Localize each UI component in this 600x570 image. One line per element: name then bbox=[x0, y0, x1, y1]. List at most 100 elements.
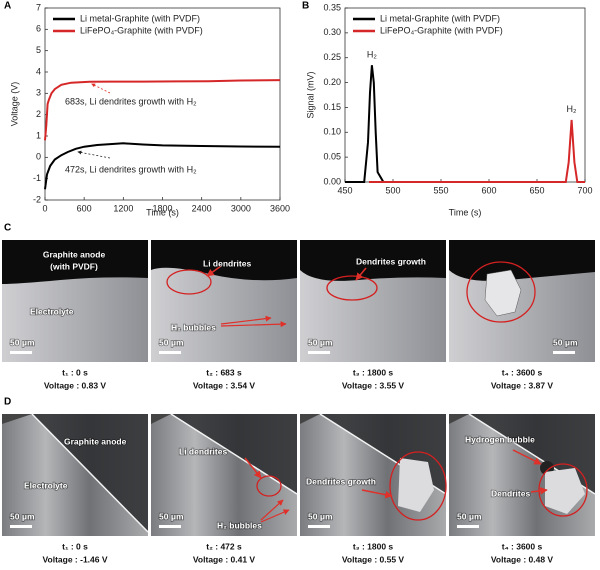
data-line bbox=[345, 65, 393, 183]
highlight bbox=[538, 463, 588, 517]
image-label: Electrolyte bbox=[30, 306, 74, 316]
anode-shadow bbox=[449, 414, 469, 424]
anode-edge bbox=[170, 413, 298, 495]
scale-bar-label: 50 μm bbox=[159, 511, 184, 521]
y-tick-label: 0 bbox=[36, 152, 41, 162]
pointer bbox=[220, 321, 287, 328]
micrograph: 50 μm bbox=[449, 240, 595, 362]
micrograph: Graphite anode (with PVDF) Electrolyte 50 μ… bbox=[2, 240, 148, 362]
pointer bbox=[355, 267, 367, 281]
image-label: H₂ bubbles bbox=[217, 520, 262, 530]
scale-bar-label: 50 μm bbox=[457, 511, 482, 521]
image-label: Electrolyte bbox=[24, 480, 68, 490]
caption-time: t₃ : 1800 s bbox=[353, 367, 394, 377]
scale-bar bbox=[457, 525, 479, 528]
x-tick-label: 1200 bbox=[113, 203, 133, 213]
x-tick-label: 600 bbox=[77, 203, 92, 213]
scale-bar-label: 50 μm bbox=[553, 337, 578, 347]
scale-bar-label: 50 μm bbox=[10, 337, 35, 347]
pointer bbox=[244, 457, 262, 479]
data-line bbox=[44, 79, 281, 141]
x-tick-label: 2400 bbox=[192, 203, 212, 213]
y-tick-label: 0.00 bbox=[323, 176, 341, 186]
x-tick-label: 700 bbox=[577, 185, 592, 195]
y-tick-label: -2 bbox=[33, 194, 41, 204]
scale-bar bbox=[10, 351, 32, 354]
y-tick-label: 3 bbox=[36, 88, 41, 98]
annotation: H₂ bbox=[367, 50, 377, 60]
caption-time: t₂ : 683 s bbox=[206, 367, 242, 377]
y-tick-label: 0.10 bbox=[323, 127, 341, 137]
anode-edge bbox=[31, 413, 149, 533]
panel-letter: A bbox=[4, 1, 11, 12]
scale-bar bbox=[159, 351, 181, 354]
scale-bar-label: 50 μm bbox=[10, 511, 35, 521]
y-tick-label: 0.20 bbox=[323, 77, 341, 87]
anode-region bbox=[2, 414, 148, 532]
caption-time: t₁ : 0 s bbox=[62, 541, 88, 551]
x-axis-label: Time (s) bbox=[146, 207, 179, 217]
pointer bbox=[530, 487, 548, 495]
y-tick-label: 4 bbox=[36, 66, 41, 76]
caption-voltage: Voltage : -1.46 V bbox=[42, 554, 107, 564]
image-label: Dendrites bbox=[491, 488, 530, 498]
image-label: Hydrogen bubble bbox=[465, 434, 535, 444]
anode-region bbox=[2, 240, 148, 284]
caption-voltage: Voltage : 0.48 V bbox=[491, 554, 554, 564]
dendrite bbox=[484, 269, 522, 317]
micrograph: Graphite anode Electrolyte 50 μm bbox=[2, 413, 149, 536]
scale-bar bbox=[553, 351, 575, 354]
x-tick-label: 500 bbox=[385, 185, 400, 195]
x-tick-label: 1800 bbox=[152, 203, 172, 213]
y-tick-label: 0.25 bbox=[323, 52, 341, 62]
micrograph: Li dendrites H₂ bubbles 50 μm bbox=[151, 240, 297, 362]
scale-bar bbox=[10, 525, 32, 528]
anode-region bbox=[151, 414, 297, 494]
pointer bbox=[361, 489, 393, 499]
annotation-arrow bbox=[91, 83, 111, 94]
y-tick-label: 0.35 bbox=[323, 2, 341, 12]
scale-bar bbox=[159, 525, 181, 528]
x-tick-label: 550 bbox=[433, 185, 448, 195]
y-tick-label: 6 bbox=[36, 24, 41, 34]
image-label: Graphite anode bbox=[43, 249, 106, 259]
annotation: 472s, Li dendrites growth with H₂ bbox=[65, 164, 197, 174]
annotation: 683s, Li dendrites growth with H₂ bbox=[65, 96, 197, 106]
anode-region bbox=[449, 240, 595, 281]
y-tick-label: -1 bbox=[33, 173, 41, 183]
pointer bbox=[206, 265, 222, 277]
legend-label: LiFePO₄-Graphite (with PVDF) bbox=[380, 25, 503, 35]
caption-time: t₄ : 3600 s bbox=[502, 367, 543, 377]
data-line bbox=[369, 119, 585, 183]
anode-shadow bbox=[300, 414, 320, 424]
image-label: Li dendrites bbox=[203, 258, 251, 268]
scale-bar bbox=[308, 351, 330, 354]
x-tick-label: 3000 bbox=[231, 203, 251, 213]
scale-bar-label: 50 μm bbox=[308, 337, 333, 347]
highlight bbox=[466, 261, 536, 323]
caption-voltage: Voltage : 3.87 V bbox=[491, 380, 554, 390]
anode-region bbox=[300, 240, 446, 281]
y-tick-label: 0.30 bbox=[323, 27, 341, 37]
image-label: Li dendrites bbox=[179, 446, 227, 456]
dendrite bbox=[545, 468, 585, 514]
pointer bbox=[260, 499, 284, 521]
data-line bbox=[44, 142, 281, 190]
highlight bbox=[256, 475, 282, 497]
y-tick-label: 1 bbox=[36, 130, 41, 140]
y-axis-label: Voltage (V) bbox=[9, 82, 19, 127]
caption-voltage: Voltage : 0.55 V bbox=[342, 554, 405, 564]
y-tick-label: 7 bbox=[36, 2, 41, 12]
micrograph: Dendrites growth 50 μm bbox=[300, 240, 446, 362]
y-tick-label: 2 bbox=[36, 109, 41, 119]
micrograph: Hydrogen bubble Dendrites 50 μm bbox=[449, 413, 596, 536]
pointer bbox=[260, 509, 290, 523]
panel-letter: D bbox=[4, 397, 11, 408]
annotation-arrow bbox=[77, 150, 111, 159]
dendrite bbox=[398, 458, 434, 512]
highlight bbox=[326, 275, 378, 301]
image-label: H₂ bubbles bbox=[171, 322, 216, 332]
y-tick-label: 5 bbox=[36, 45, 41, 55]
pointer bbox=[512, 449, 542, 465]
